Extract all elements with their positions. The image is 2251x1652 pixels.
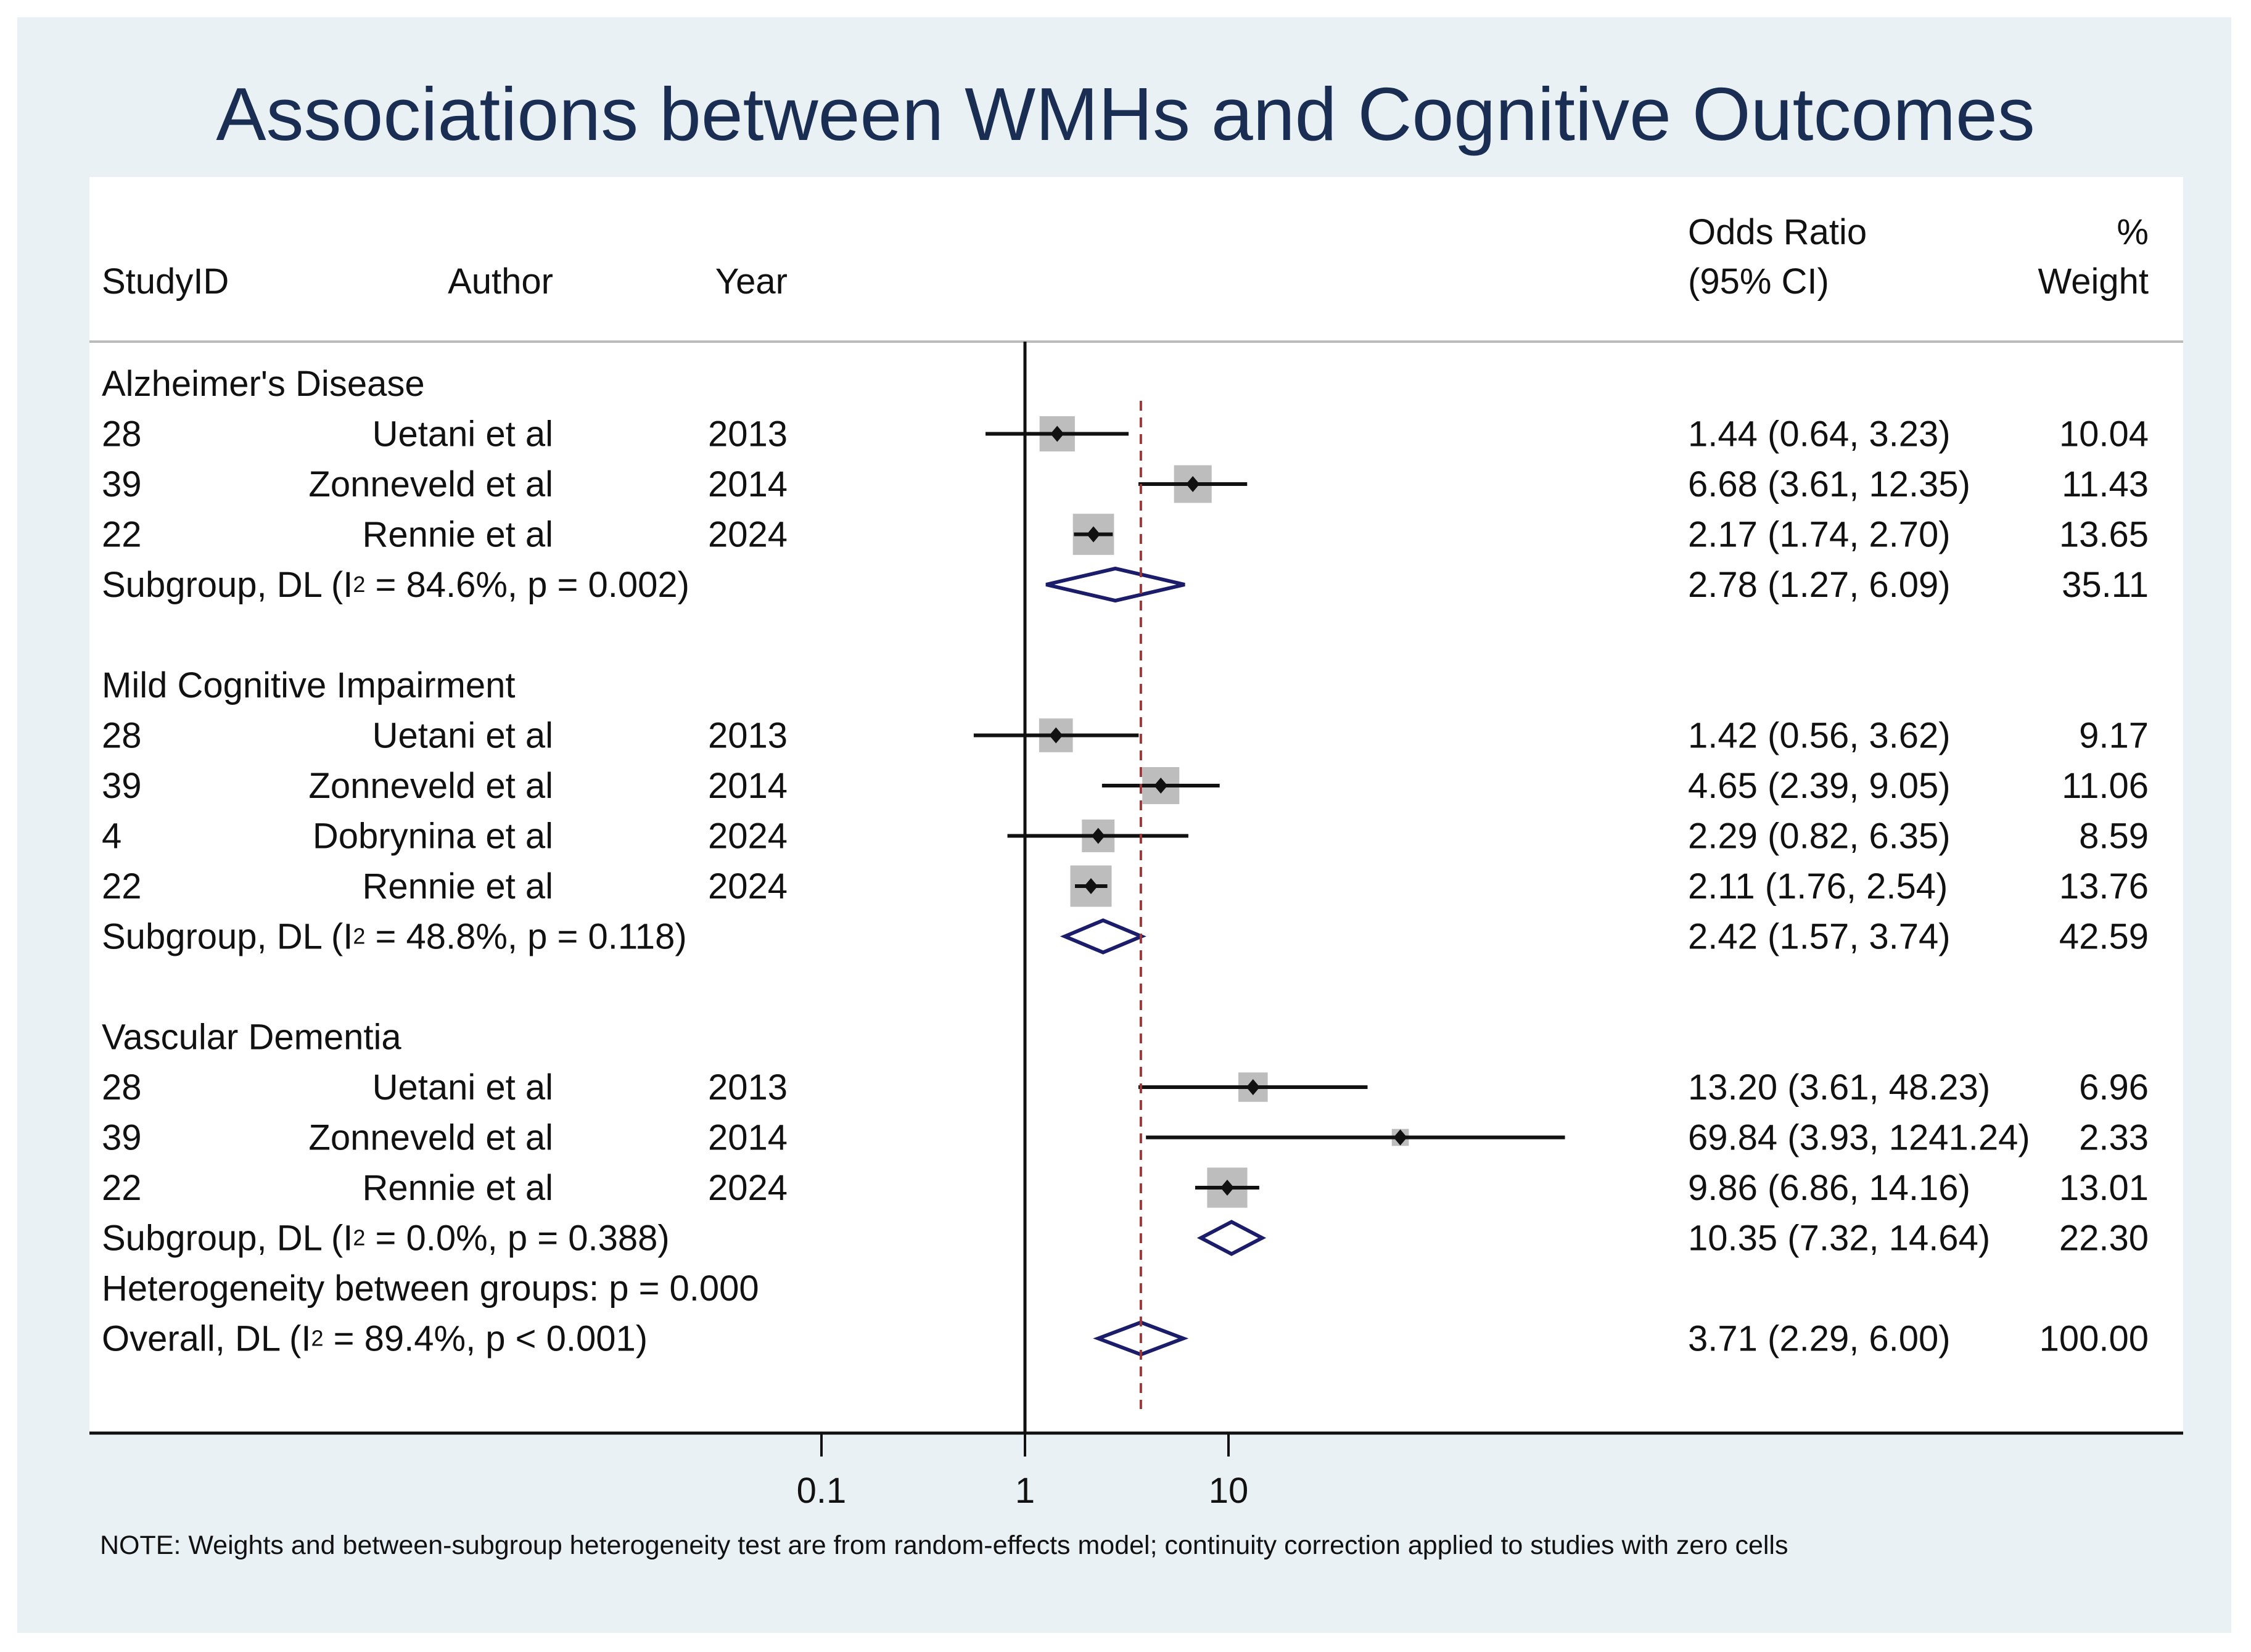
study-year: 2014 bbox=[708, 766, 788, 806]
study-id: 39 bbox=[102, 766, 142, 806]
footnote: NOTE: Weights and between-subgroup heter… bbox=[100, 1531, 1788, 1560]
study-or-ci: 6.68 (3.61, 12.35) bbox=[1688, 464, 1970, 504]
header-studyid: StudyID bbox=[102, 261, 229, 302]
x-axis: 0.1 1 10 bbox=[89, 1433, 2183, 1511]
study-id: 28 bbox=[102, 414, 142, 454]
study-id: 22 bbox=[102, 515, 142, 555]
study-year: 2014 bbox=[708, 1118, 788, 1158]
study-author: Uetani et al bbox=[372, 716, 553, 756]
group-label: Vascular Dementia bbox=[102, 1017, 401, 1058]
subgroup-diamond bbox=[1201, 1222, 1262, 1254]
study-year: 2013 bbox=[708, 1067, 788, 1107]
study-or-ci: 69.84 (3.93, 1241.24) bbox=[1688, 1118, 2030, 1158]
forest-plot: StudyID Author Year Odds Ratio (95% CI) … bbox=[0, 0, 2251, 1652]
subgroup-weight: 35.11 bbox=[2062, 565, 2149, 605]
study-weight: 10.04 bbox=[2059, 414, 2149, 454]
study-year: 2024 bbox=[708, 1168, 788, 1208]
study-or-ci: 1.44 (0.64, 3.23) bbox=[1688, 414, 1951, 454]
subgroup-label: Subgroup, DL (I2 = 48.8%, p = 0.118) bbox=[102, 917, 687, 957]
group-label: Alzheimer's Disease bbox=[102, 364, 425, 404]
heterogeneity-text: Heterogeneity between groups: p = 0.000 bbox=[102, 1268, 759, 1309]
subgroup-label: Subgroup, DL (I2 = 0.0%, p = 0.388) bbox=[102, 1218, 670, 1259]
overall-weight: 100.00 bbox=[2039, 1319, 2149, 1359]
study-weight: 8.59 bbox=[2079, 816, 2149, 857]
study-or-ci: 2.17 (1.74, 2.70) bbox=[1688, 515, 1951, 555]
study-year: 2024 bbox=[708, 515, 788, 555]
study-author: Uetani et al bbox=[372, 414, 553, 454]
study-year: 2013 bbox=[708, 414, 788, 454]
study-year: 2014 bbox=[708, 464, 788, 504]
x-tick-label: 10 bbox=[1209, 1471, 1249, 1511]
study-weight: 11.06 bbox=[2062, 766, 2149, 806]
study-author: Dobrynina et al bbox=[313, 816, 553, 857]
study-author: Rennie et al bbox=[362, 1168, 553, 1208]
subgroup-weight: 42.59 bbox=[2059, 917, 2149, 957]
study-or-ci: 13.20 (3.61, 48.23) bbox=[1688, 1067, 1990, 1107]
subgroup-weight: 22.30 bbox=[2059, 1218, 2149, 1259]
study-year: 2013 bbox=[708, 716, 788, 756]
study-author: Zonneveld et al bbox=[308, 766, 553, 806]
study-author: Uetani et al bbox=[372, 1067, 553, 1107]
study-id: 39 bbox=[102, 1118, 142, 1158]
study-weight: 13.65 bbox=[2059, 515, 2149, 555]
study-or-ci: 2.29 (0.82, 6.35) bbox=[1688, 816, 1951, 857]
x-tick-label: 0.1 bbox=[797, 1471, 847, 1511]
study-or-ci: 9.86 (6.86, 14.16) bbox=[1688, 1168, 1970, 1208]
study-year: 2024 bbox=[708, 866, 788, 906]
study-weight: 13.01 bbox=[2059, 1168, 2149, 1208]
study-or-ci: 4.65 (2.39, 9.05) bbox=[1688, 766, 1951, 806]
overall-label: Overall, DL (I2 = 89.4%, p < 0.001) bbox=[102, 1319, 648, 1359]
header-or-line2: (95% CI) bbox=[1688, 261, 1829, 302]
header-author: Author bbox=[448, 261, 553, 302]
header-or-line1: Odds Ratio bbox=[1688, 212, 1867, 252]
study-author: Zonneveld et al bbox=[308, 464, 553, 504]
study-weight: 6.96 bbox=[2079, 1067, 2149, 1107]
study-or-ci: 2.11 (1.76, 2.54) bbox=[1688, 866, 1948, 906]
study-id: 22 bbox=[102, 1168, 142, 1208]
study-author: Rennie et al bbox=[362, 866, 553, 906]
overall-or-ci: 3.71 (2.29, 6.00) bbox=[1688, 1319, 1951, 1359]
x-tick-label: 1 bbox=[1015, 1471, 1035, 1511]
subgroup-or-ci: 2.78 (1.27, 6.09) bbox=[1688, 565, 1951, 605]
subgroup-label: Subgroup, DL (I2 = 84.6%, p = 0.002) bbox=[102, 565, 689, 605]
study-author: Zonneveld et al bbox=[308, 1118, 553, 1158]
column-headers: StudyID Author Year Odds Ratio (95% CI) … bbox=[102, 212, 2149, 302]
header-weight-line2: Weight bbox=[2038, 261, 2149, 302]
study-year: 2024 bbox=[708, 816, 788, 857]
study-weight: 2.33 bbox=[2079, 1118, 2149, 1158]
subgroup-or-ci: 2.42 (1.57, 3.74) bbox=[1688, 917, 1951, 957]
study-author: Rennie et al bbox=[362, 515, 553, 555]
study-id: 39 bbox=[102, 464, 142, 504]
study-id: 22 bbox=[102, 866, 142, 906]
study-id: 28 bbox=[102, 716, 142, 756]
study-id: 28 bbox=[102, 1067, 142, 1107]
study-rows: Alzheimer's Disease 28 Uetani et al 2013 1.4… bbox=[102, 342, 2149, 1433]
header-weight-line1: % bbox=[2117, 212, 2149, 252]
header-year: Year bbox=[715, 261, 788, 302]
study-weight: 9.17 bbox=[2079, 716, 2149, 756]
study-weight: 13.76 bbox=[2059, 866, 2149, 906]
study-weight: 11.43 bbox=[2062, 464, 2149, 504]
subgroup-diamond bbox=[1065, 921, 1142, 953]
study-or-ci: 1.42 (0.56, 3.62) bbox=[1688, 716, 1951, 756]
subgroup-diamond bbox=[1046, 569, 1185, 601]
group-label: Mild Cognitive Impairment bbox=[102, 665, 515, 705]
study-id: 4 bbox=[102, 816, 121, 857]
subgroup-or-ci: 10.35 (7.32, 14.64) bbox=[1688, 1218, 1990, 1259]
